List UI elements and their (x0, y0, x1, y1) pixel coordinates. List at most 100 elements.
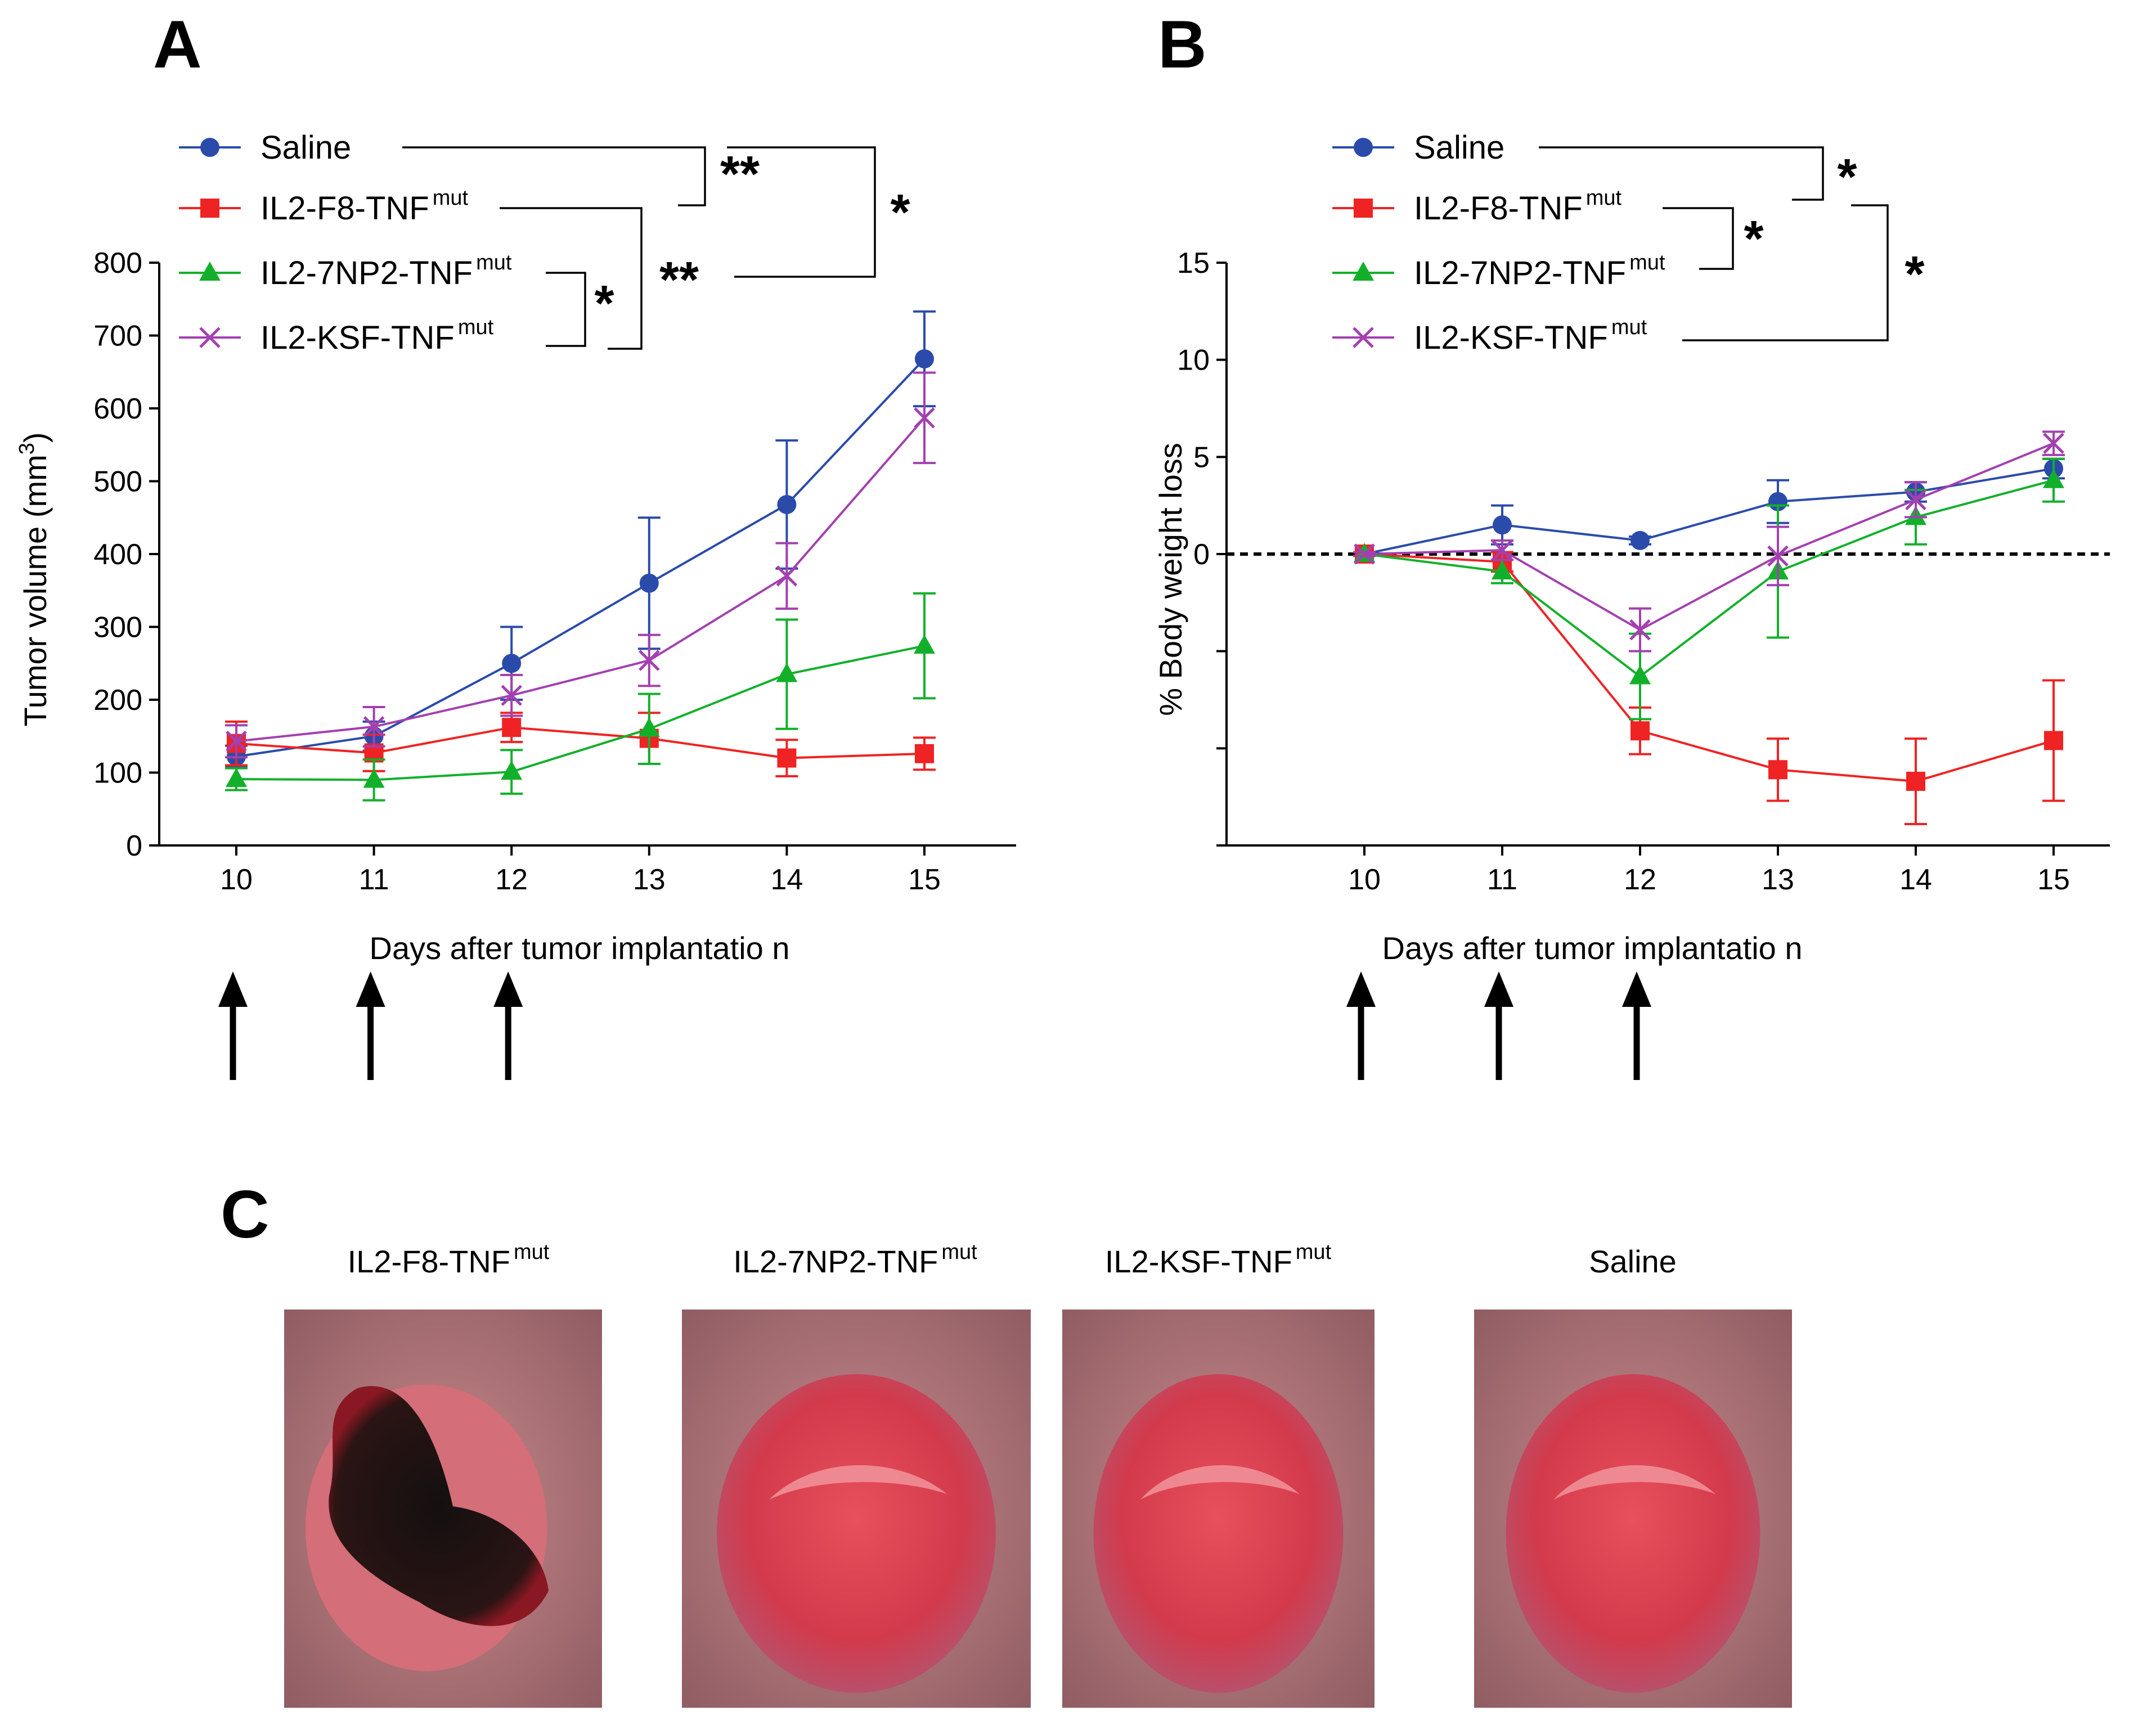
chart0-legend-marker-saline (200, 138, 219, 157)
chart1-point-f8 (1631, 721, 1650, 741)
chart0-y-tick-label: 600 (93, 393, 142, 425)
chart0-x-tick-label: 10 (220, 863, 253, 896)
chart0-treatment-arrow-icon (493, 971, 523, 1080)
chart0-point-ksf (501, 685, 522, 706)
chart1-series-ksf-line (1364, 442, 2054, 631)
chart1-series-f8 (1353, 544, 2065, 826)
chart1-significance-star: * (1837, 149, 1857, 205)
panel-c-photos: IL2-F8-TNF mut IL2-7NP2-TNF mut IL2-KSF-TNF m… (284, 1240, 1792, 1708)
chart1-y-tick-label: 10 (1177, 344, 1210, 377)
photo-panel-4: Saline (1474, 1244, 1792, 1708)
chart0-significance-bracket (402, 146, 706, 206)
chart1-x-tick-label: 15 (2037, 863, 2070, 896)
chart1-legend-marker-np2 (1353, 262, 1374, 281)
panel-a-y-axis-title: Tumor volume (mm3) (15, 432, 53, 726)
chart0-series-ksf (225, 371, 936, 759)
chart0-point-np2 (638, 717, 660, 737)
panel-letter-c: C (221, 1177, 270, 1252)
chart0-x-tick-label: 15 (908, 863, 941, 896)
chart0-y-tick-label: 800 (93, 247, 142, 280)
chart1-point-np2 (1492, 560, 1513, 580)
chart0-significance-bracket (727, 146, 876, 278)
chart0-series-saline (225, 310, 936, 769)
chart0-point-f8 (777, 748, 797, 768)
chart1-series-ksf (1353, 430, 2065, 652)
chart0-significance-bracket (500, 207, 643, 350)
chart0-point-saline (639, 573, 659, 593)
photo-2-highlight (769, 1465, 947, 1500)
chart0-significance-bracket (546, 272, 586, 347)
chart0-legend-marker-np2 (199, 262, 221, 281)
chart1-point-ksf (1354, 543, 1375, 565)
chart1-legend-marker-saline (1354, 138, 1373, 157)
chart0-y-tick-label: 400 (93, 538, 142, 571)
chart0-series-np2 (225, 592, 936, 802)
chart0-point-np2 (226, 768, 247, 788)
chart1-significance-bracket (1663, 207, 1734, 270)
chart1-y-tick-label: 15 (1177, 247, 1210, 280)
chart0-legend-item-saline: Saline (179, 129, 351, 166)
chart1-series-saline-line (1364, 467, 2054, 555)
photo-4-tumor (1506, 1374, 1760, 1693)
chart0-point-f8 (502, 718, 522, 737)
chart1-point-ksf (1629, 619, 1651, 641)
chart0-point-saline (777, 494, 797, 514)
chart1-series-f8-line (1364, 553, 2054, 783)
chart0-legend-label-ksf: IL2-KSF-TNF mut (260, 316, 494, 356)
chart0-point-saline (915, 349, 934, 368)
photo-label-2: IL2-7NP2-TNF mut (733, 1240, 977, 1279)
panel-letter-a: A (153, 7, 202, 82)
chart1-series-np2 (1353, 457, 2065, 721)
chart0-significance-star: * (890, 184, 910, 241)
panel-b-y-axis-title: % Body weight loss (1153, 443, 1188, 716)
chart0-treatment-arrow-icon (356, 971, 385, 1080)
chart1-legend-label-f8: IL2-F8-TNF mut (1414, 186, 1622, 227)
chart1-point-ksf (1492, 539, 1513, 561)
chart0-point-np2 (363, 768, 385, 788)
chart1-y-tick-label: 0 (1193, 538, 1210, 571)
chart0-x-tick-label: 14 (770, 863, 803, 896)
chart0-significance-star: ** (659, 252, 699, 308)
chart0-point-ksf (226, 731, 247, 752)
photo-label-4: Saline (1589, 1244, 1677, 1279)
chart1-point-ksf (1905, 489, 1926, 511)
chart1-point-f8 (1906, 772, 1925, 791)
chart1-significance-star: * (1744, 211, 1763, 267)
chart1-treatment-arrow-icon (1484, 971, 1513, 1080)
chart0-point-ksf (639, 650, 660, 671)
chart1-legend-marker-ksf (1353, 327, 1374, 348)
chart0-x-tick-label: 13 (633, 863, 666, 896)
chart0-significance-star: * (594, 276, 614, 332)
chart1-series-saline (1353, 457, 2065, 564)
chart1-legend-item-f8: IL2-F8-TNF mut (1332, 186, 1622, 227)
chart0-legend-label-f8: IL2-F8-TNF mut (260, 186, 468, 227)
chart0-legend-item-np2: IL2-7NP2-TNF mut (179, 251, 512, 291)
chart0-point-np2 (776, 663, 798, 682)
panel-a-x-axis-title: Days after tumor implantatio n (370, 930, 790, 966)
chart1-x-tick-label: 14 (1899, 863, 1932, 896)
chart1-legend-item-np2: IL2-7NP2-TNF mut (1332, 251, 1665, 291)
chart0-y-tick-label: 0 (126, 830, 142, 862)
chart1-point-f8 (2044, 731, 2063, 750)
panel-b-treatment-arrows (1346, 971, 1651, 1080)
chart0-significance-star: ** (720, 146, 760, 202)
chart0-series-np2-line (236, 645, 925, 781)
chart0-y-tick-label: 500 (93, 466, 142, 498)
chart1-legend-marker-f8 (1354, 199, 1373, 218)
chart0-point-np2 (914, 634, 935, 654)
chart1-point-np2 (2043, 469, 2064, 488)
chart0-legend-marker-f8 (200, 199, 219, 218)
chart1-point-ksf (2043, 433, 2064, 454)
photo-panel-1: IL2-F8-TNF mut (284, 1240, 602, 1708)
panel-a-plot: 0 100 200 300 400 500 600 700 800 10 11 12 13 14 15 (93, 247, 1016, 896)
chart1-legend-item-ksf: IL2-KSF-TNF mut (1332, 316, 1647, 356)
chart0-y-tick-label: 100 (93, 757, 142, 790)
chart0-legend-item-f8: IL2-F8-TNF mut (179, 186, 468, 227)
panel-b-chart: % Body weight loss Days after tumor impl… (1153, 129, 2110, 1080)
chart0-point-ksf (776, 565, 798, 587)
chart0-legend-marker-ksf (199, 327, 221, 348)
chart1-legend-label-ksf: IL2-KSF-TNF mut (1414, 316, 1647, 356)
panel-b-significance: * * * (1539, 146, 1925, 341)
chart1-legend-label-np2: IL2-7NP2-TNF mut (1414, 251, 1665, 291)
